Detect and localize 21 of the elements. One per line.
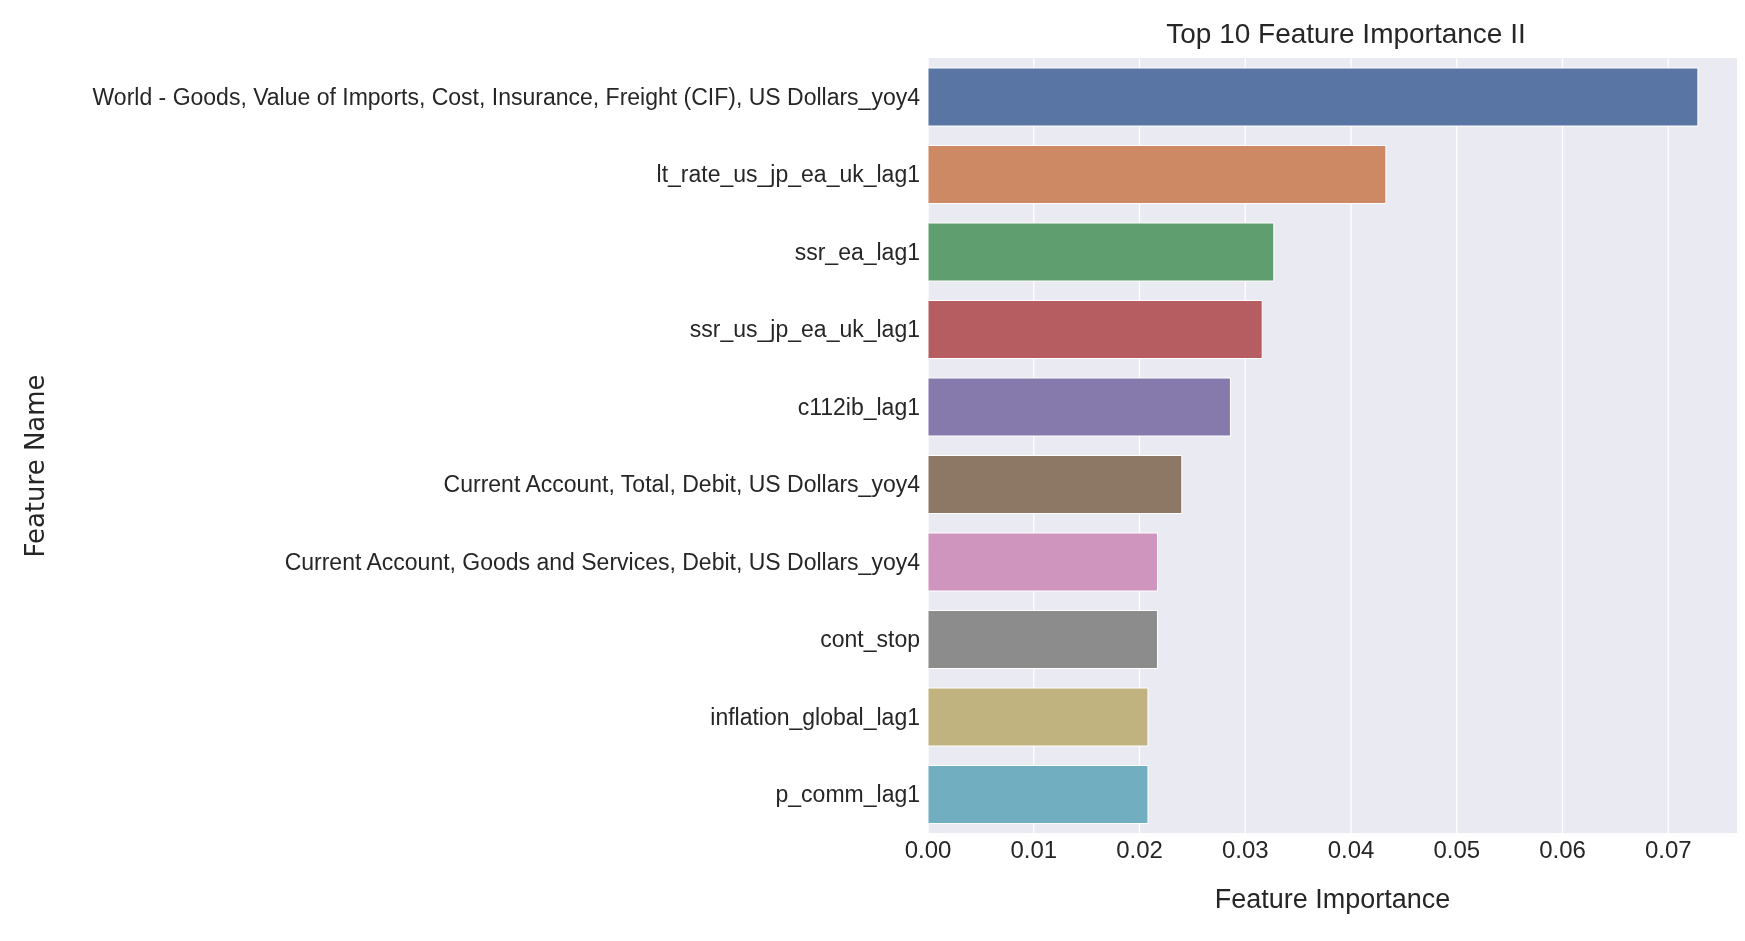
y-tick-label: ssr_us_jp_ea_uk_lag1: [689, 316, 920, 343]
y-tick-label: World - Goods, Value of Imports, Cost, Insurance, Freight (CIF), US Dollars_yoy4: [92, 83, 921, 110]
y-tick-label: cont_stop: [820, 626, 920, 653]
x-tick-label: 0.00: [904, 836, 952, 864]
y-tick-label: inflation_global_lag1: [710, 703, 920, 730]
chart-title: Top 10 Feature Importance II: [1166, 18, 1526, 50]
x-axis-title: Feature Importance: [1214, 884, 1451, 914]
y-tick-label: Current Account, Total, Debit, US Dollars_yoy4: [443, 471, 921, 498]
y-tick-label: ssr_ea_lag1: [794, 238, 920, 265]
x-tick-label: 0.01: [1010, 836, 1058, 864]
x-tick-label: 0.05: [1433, 836, 1481, 864]
y-axis-title: Feature Name: [19, 374, 50, 558]
y-tick-label: Current Account, Goods and Services, Debit, US Dollars_yoy4: [284, 548, 921, 575]
x-tick-label: 0.04: [1327, 836, 1375, 864]
x-tick-label: 0.06: [1539, 836, 1586, 864]
y-tick-label: p_comm_lag1: [775, 781, 920, 808]
x-tick-label: 0.02: [1116, 836, 1163, 864]
x-tick-label: 0.07: [1644, 836, 1692, 864]
y-tick-label: lt_rate_us_jp_ea_uk_lag1: [656, 161, 920, 188]
y-tick-label: c112ib_lag1: [797, 393, 920, 420]
x-tick-label: 0.03: [1221, 836, 1269, 864]
